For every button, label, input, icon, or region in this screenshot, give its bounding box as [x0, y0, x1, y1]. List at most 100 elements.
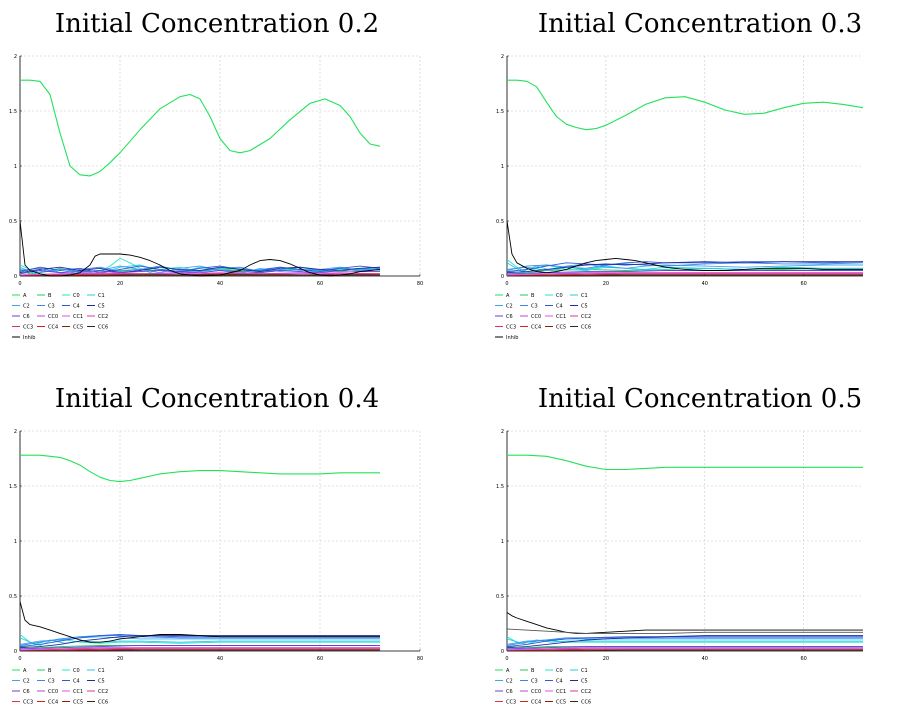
legend-label: CC2	[98, 689, 108, 695]
y-tick-label: 0	[501, 649, 504, 655]
legend-label: B	[48, 668, 52, 674]
legend-label: CC6	[98, 699, 108, 705]
series-line-c3	[507, 637, 863, 646]
series-line-cc2	[507, 648, 863, 652]
series-line-c5	[507, 261, 863, 274]
x-tick-label: 60	[800, 281, 806, 287]
series-line-c5	[20, 266, 381, 274]
legend-label: C0	[556, 293, 563, 299]
series-line-cc6	[20, 649, 380, 652]
chart-panel-3: Initial Concentration 0.4 0 20 40 60 80 0 0.5 1 1…	[9, 384, 423, 705]
legend-label: C0	[556, 668, 563, 674]
legend-label: C3	[531, 303, 538, 309]
series-line-c5	[507, 635, 863, 649]
series-line-inhib	[507, 612, 863, 634]
series-line-inhib	[20, 601, 380, 643]
chart-panel-4: Initial Concentration 0.5 0 20 40 60 0 0.5 1 1.5…	[495, 384, 863, 705]
legend-label: CC3	[23, 324, 33, 330]
y-tick-label: 1	[14, 164, 17, 170]
legend-label: CC1	[556, 689, 566, 695]
legend-label: C2	[506, 303, 513, 309]
legend-label: CC6	[581, 324, 591, 330]
series-lines	[20, 454, 380, 652]
y-tick-label: 0.5	[9, 594, 17, 600]
series-line-unlabeled	[507, 628, 863, 634]
legend: A B C0 C1 C2 C3 C4 C5 C6 CC0 CC1 CC2 CC3 CC4 CC5 CC6	[495, 668, 591, 705]
y-tick-label: 1.5	[9, 484, 17, 490]
series-line-c2	[507, 263, 863, 271]
legend-label: Inhib	[23, 335, 35, 341]
legend-label: CC5	[556, 699, 566, 705]
series-line-inhib	[20, 220, 381, 277]
y-tick-label: 0.5	[496, 219, 504, 225]
x-tick-label: 20	[603, 656, 609, 662]
legend-label: C5	[581, 678, 588, 684]
legend-label: C6	[23, 314, 30, 320]
legend-label: C1	[98, 293, 105, 299]
x-tick-label: 60	[800, 656, 806, 662]
grid	[19, 430, 421, 652]
series-lines	[20, 79, 381, 277]
chart-panel-2: Initial Concentration 0.3 0 20 40 60 0 0.5 1 1.5…	[495, 9, 863, 341]
legend-label: CC4	[531, 324, 541, 330]
series-line-c3	[20, 265, 381, 274]
y-tick-label: 0.5	[496, 594, 504, 600]
x-tick-label: 20	[603, 281, 609, 287]
legend-label: CC5	[73, 699, 83, 705]
legend-label: C2	[23, 678, 30, 684]
legend-label: CC3	[506, 699, 516, 705]
y-tick-label: 2	[501, 54, 504, 60]
series-line-c2	[20, 636, 380, 645]
legend-label: CC0	[48, 689, 58, 695]
legend-label: C4	[73, 303, 80, 309]
y-tick-label: 1	[501, 164, 504, 170]
legend-label: C3	[531, 678, 538, 684]
y-tick-label: 2	[501, 429, 504, 435]
y-tick-label: 0	[14, 274, 17, 280]
x-tick-label: 20	[117, 281, 123, 287]
x-tick-label: 80	[417, 656, 423, 662]
legend-label: CC1	[556, 314, 566, 320]
legend-label: CC0	[48, 314, 58, 320]
x-tick-label: 40	[217, 656, 223, 662]
legend-label: C6	[506, 314, 513, 320]
legend-label: C3	[48, 303, 55, 309]
series-lines	[507, 79, 863, 277]
series-line-inhib	[507, 220, 863, 274]
legend-label: C2	[23, 303, 30, 309]
legend-label: CC2	[581, 314, 591, 320]
legend-label: CC0	[531, 689, 541, 695]
x-tick-label: 0	[505, 656, 508, 662]
chart-title: Initial Concentration 0.3	[538, 9, 862, 39]
series-line-c1	[507, 638, 863, 644]
y-tick-label: 0	[14, 649, 17, 655]
legend-label: C4	[556, 303, 563, 309]
legend-label: CC1	[73, 689, 83, 695]
x-tick-label: 80	[417, 281, 423, 287]
legend-label: C1	[98, 668, 105, 674]
legend-label: CC3	[506, 324, 516, 330]
legend: A B C0 C1 C2 C3 C4 C5 C6 CC0 CC1 CC2 CC3 CC4 CC5 CC6 Inh…	[12, 293, 108, 341]
series-line-a	[507, 454, 863, 471]
y-tick-label: 0	[501, 274, 504, 280]
grid	[506, 55, 863, 277]
legend-label: C1	[581, 293, 588, 299]
legend-label: CC3	[23, 699, 33, 705]
series-line-c0	[20, 634, 380, 646]
y-tick-label: 1.5	[496, 484, 504, 490]
series-line-cc1	[20, 647, 380, 651]
y-tick-label: 1	[501, 539, 504, 545]
legend-label: C4	[73, 678, 80, 684]
grid	[506, 430, 863, 652]
x-tick-label: 40	[702, 656, 708, 662]
series-line-cc1	[20, 272, 381, 276]
series-line-c5	[20, 635, 380, 649]
series-line-cc0	[507, 647, 863, 651]
legend-label: A	[506, 293, 510, 299]
legend-label: C4	[556, 678, 563, 684]
legend-label: C2	[506, 678, 513, 684]
legend-label: A	[23, 293, 27, 299]
legend-label: B	[48, 293, 52, 299]
legend-label: CC2	[581, 689, 591, 695]
